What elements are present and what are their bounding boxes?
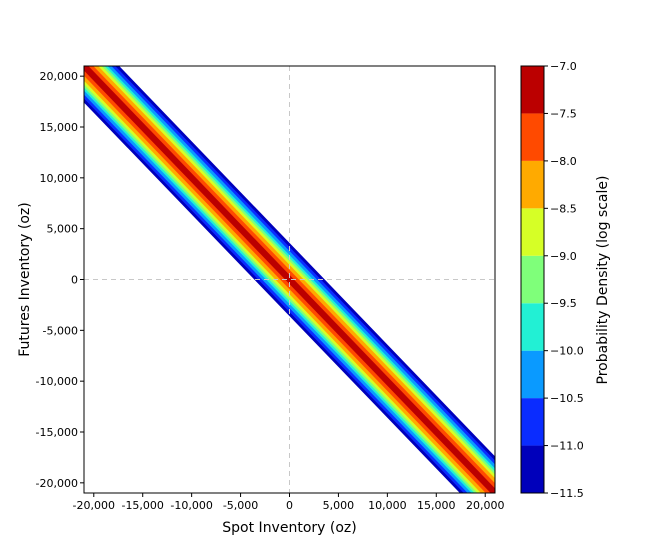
y-tick-label: -15,000	[36, 426, 78, 439]
x-tick-label: 10,000	[368, 499, 407, 512]
y-tick-label: 15,000	[40, 121, 79, 134]
colorbar-frame	[520, 65, 545, 494]
y-tick-label: 20,000	[40, 70, 79, 83]
x-tick-label: -15,000	[121, 499, 163, 512]
x-tick-label: 0	[286, 499, 293, 512]
colorbar-segment	[521, 160, 544, 209]
y-axis-title: Futures Inventory (oz)	[17, 202, 33, 357]
x-axis-title: Spot Inventory (oz)	[222, 520, 356, 536]
colorbar: −7.0 −7.5 −8.0 −8.5 −9.0 −9.5 −10.0 −10.5 −11.0 −…	[520, 60, 584, 500]
density-level-band	[84, 66, 495, 493]
colorbar-tick-label: −8.5	[550, 202, 577, 215]
colorbar-tick-label: −7.5	[550, 107, 577, 120]
x-tick-label: -10,000	[170, 499, 212, 512]
colorbar-tick-label: −11.0	[550, 440, 584, 453]
colorbar-tick-label: −7.0	[550, 60, 577, 73]
x-tick-label: -20,000	[73, 499, 115, 512]
y-tick-label: 5,000	[47, 223, 79, 236]
y-tick-label: 0	[71, 274, 78, 287]
x-tick-label: 15,000	[417, 499, 456, 512]
colorbar-segment	[521, 255, 544, 304]
reference-lines	[84, 66, 495, 493]
colorbar-segment	[521, 66, 544, 114]
x-tick-label: 20,000	[466, 499, 505, 512]
colorbar-tick-label: −8.0	[550, 155, 577, 168]
x-tick-label: 5,000	[323, 499, 355, 512]
y-tick-label: 10,000	[40, 172, 79, 185]
colorbar-segment	[521, 113, 544, 161]
colorbar-segment	[521, 350, 544, 399]
colorbar-segment	[521, 208, 544, 256]
plot-area	[83, 65, 496, 494]
density-layers	[84, 66, 495, 493]
y-tick-label: -10,000	[36, 375, 78, 388]
colorbar-segment	[521, 303, 544, 351]
colorbar-segment	[521, 445, 544, 493]
x-tick-label: -5,000	[223, 499, 258, 512]
colorbar-segment	[521, 398, 544, 446]
x-axis: -20,000 -15,000 -10,000 -5,000 0 5,000 10,000 1…	[73, 493, 505, 512]
y-tick-label: -20,000	[36, 477, 78, 490]
y-tick-label: -5,000	[43, 324, 78, 337]
colorbar-tick-label: −10.0	[550, 345, 584, 358]
colorbar-tick-label: −11.5	[550, 487, 584, 500]
y-axis: -20,000 -15,000 -10,000 -5,000 0 5,000 10,000 1…	[36, 70, 84, 490]
colorbar-tick-label: −9.0	[550, 250, 577, 263]
colorbar-tick-label: −10.5	[550, 392, 584, 405]
colorbar-tick-label: −9.5	[550, 297, 577, 310]
colorbar-title: Probability Density (log scale)	[595, 176, 611, 385]
